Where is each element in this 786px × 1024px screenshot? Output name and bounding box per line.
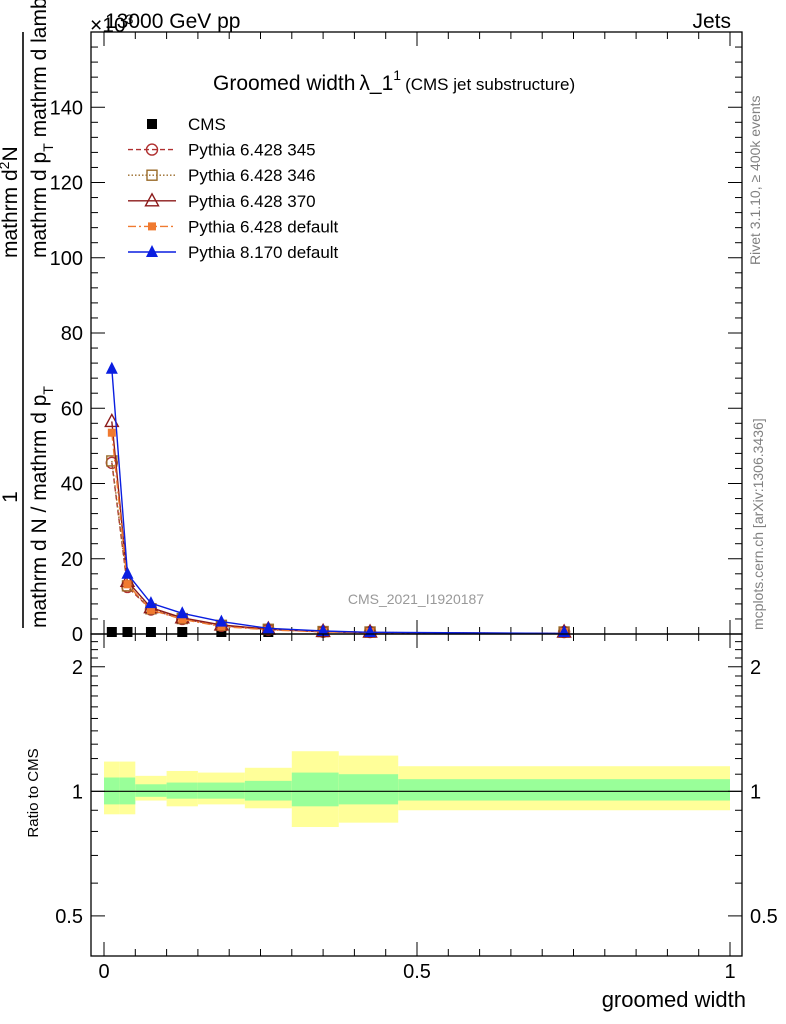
data-point [178,615,187,624]
ratio-band-inner [197,782,245,799]
legend-label: Pythia 6.428 345 [188,141,316,160]
ratio-y-tick-label: 0.5 [55,906,83,928]
ratio-y-tick-label-right: 2 [750,657,761,679]
rivet-label: Rivet 3.1.10, ≥ 400k events [747,95,763,265]
series-pythia-6-428-370 [104,412,572,638]
x-tick-label: 0 [98,961,109,983]
y-tick-label: 40 [61,474,83,496]
series-line [111,432,565,635]
data-point [106,627,117,637]
ylabel-one: 1 [0,491,22,503]
data-point [106,455,118,467]
data-point [216,627,227,637]
ratio-band-inner [291,772,339,807]
ylabel-top-b: mathrm d pT mathrm d lambda [28,0,56,258]
legend-label: Pythia 6.428 370 [188,192,316,211]
process-label: Jets [692,10,731,33]
series-pythia-6-428-345 [105,456,571,639]
y-tick-label: 100 [50,248,83,270]
main-ylabel: 1 mathrm d2N mathrm d pT mathrm d lambda… [0,0,56,628]
legend-entry: CMS [147,115,226,134]
x-axis-title: groomed width [602,987,746,1012]
ratio-y-tick-label: 1 [72,781,83,803]
legend-entry: Pythia 8.170 default [128,243,339,262]
y-tick-label: 140 [50,97,83,119]
legend-label: CMS [188,115,226,134]
data-point [105,361,118,374]
mcplots-label: mcplots.cern.ch [arXiv:1306.3436] [750,418,766,630]
ratio-axes: 0.5 0.5 1 1 2 2 0 0.5 1 [55,634,778,983]
analysis-watermark: CMS_2021_I1920187 [348,591,484,607]
ratio-band-inner [398,779,730,801]
series-line [111,462,565,635]
legend-entry: Pythia 6.428 default [128,217,339,236]
legend-label: Pythia 6.428 default [188,217,339,236]
ylabel-bottom: mathrm d N / mathrm d pT [28,386,56,628]
ratio-bands [91,751,742,827]
data-point [215,614,228,627]
legend-entry: Pythia 6.428 370 [128,192,316,211]
y-tick-label: 80 [61,323,83,345]
data-point [317,623,330,636]
y-tick-label: 0 [72,624,83,646]
series-pythia-6-428-default [107,428,569,636]
ratio-band-inner [244,780,292,801]
data-point [262,621,275,634]
data-point [107,428,116,437]
legend-entry: Pythia 6.428 345 [128,141,316,160]
series-line [111,421,565,635]
energy-label: 13000 GeV pp [105,10,240,33]
ratio-band-inner [166,782,198,799]
data-point [122,627,133,637]
ratio-band-inner [135,784,167,797]
ratio-ylabel: Ratio to CMS [25,748,42,837]
series-layer [104,361,572,639]
main-axes: 0 20 40 60 80 100 120 140 [50,32,742,646]
data-point [123,580,132,589]
y-tick-label: 20 [61,549,83,571]
x-tick-label: 1 [724,961,735,983]
series-pythia-6-428-346 [106,455,570,638]
series-line [111,368,565,635]
ylabel-top: mathrm d2N [0,146,22,258]
data-point [177,627,188,637]
y-tick-label: 60 [61,398,83,420]
legend-label: Pythia 6.428 346 [188,166,316,185]
ratio-y-tick-label-right: 1 [750,781,761,803]
data-point [146,605,155,614]
legend-marker [148,222,156,231]
legend-marker [146,245,158,257]
legend-marker [146,169,158,181]
legend-label: Pythia 8.170 default [188,243,339,262]
legend-marker [145,143,159,156]
data-point [144,596,157,609]
ratio-y-tick-label-right: 0.5 [750,906,778,928]
data-point [121,566,134,579]
chart-title: Groomed width λ_11 (CMS jet substructure) [213,67,575,95]
exponent-label: ×103 [90,11,134,37]
ratio-band-inner [338,774,399,805]
y-tick-label: 120 [50,173,83,195]
series-line [111,460,565,635]
legend-entry: Pythia 6.428 346 [128,166,316,185]
data-point [145,627,156,637]
data-point [176,606,189,619]
legend-marker [147,119,157,129]
legend-marker [144,192,160,207]
x-tick-label: 0.5 [403,961,431,983]
series-pythia-8-170-default [105,361,571,637]
legend: CMS Pythia 6.428 345 Pythia 6.428 346 Pythi… [128,115,339,262]
ratio-y-tick-label: 2 [72,657,83,679]
